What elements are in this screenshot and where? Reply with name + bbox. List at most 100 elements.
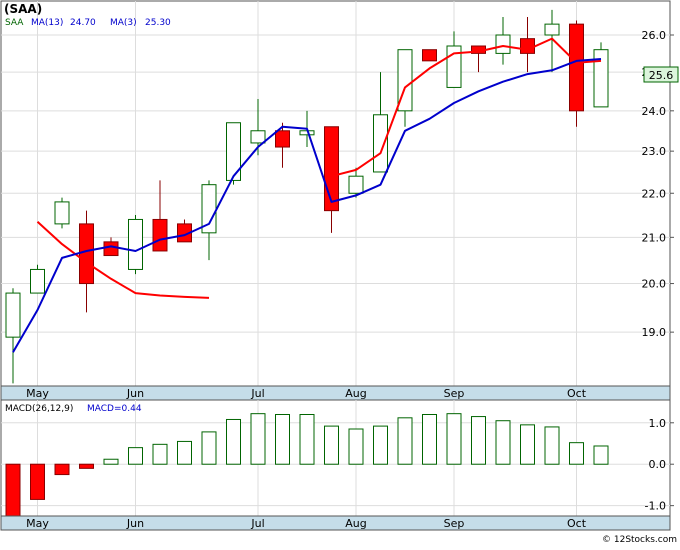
macd-y-tick-label: -1.0 <box>645 500 666 513</box>
up-candle <box>226 122 241 185</box>
candle-body <box>373 114 388 173</box>
candle-body <box>5 292 21 338</box>
up-candle <box>5 288 21 384</box>
macd-x-axis-band <box>0 515 671 531</box>
macd-bar-positive <box>128 447 143 465</box>
macd-bar-positive <box>397 417 413 465</box>
month-label: May <box>26 517 49 530</box>
last-price-badge-box <box>643 66 679 83</box>
macd-bar-positive <box>201 431 217 465</box>
price-x-axis: May Jun Jul Aug Sep Oct <box>0 385 671 401</box>
month-label: Sep <box>444 387 465 400</box>
month-label: Oct <box>567 387 587 400</box>
down-candle <box>569 20 584 127</box>
macd-bar-negative <box>5 463 21 517</box>
last-price-badge-text: 25.6 <box>649 69 674 82</box>
macd-bar-positive <box>275 414 290 465</box>
candle-body <box>520 38 535 54</box>
candle-body <box>79 223 94 285</box>
ma3-line <box>36 37 602 299</box>
candle-body <box>30 268 45 294</box>
candle-body <box>544 23 560 36</box>
price-grid <box>1 1 670 386</box>
candle-body <box>250 130 266 144</box>
candle-body <box>152 218 168 252</box>
candle-body <box>495 34 511 54</box>
macd-bar-positive <box>471 416 486 465</box>
price-legend: SAA MA(13) 24.70 MA(3) 25.30 <box>5 18 171 28</box>
price-y-tick-label: 22.0 <box>642 187 667 200</box>
candle-body <box>103 241 119 257</box>
month-label: Aug <box>345 387 366 400</box>
up-candle <box>54 197 70 229</box>
candle-body <box>275 130 290 148</box>
candle-body <box>593 49 609 108</box>
legend-ma3-value: 25.30 <box>145 18 171 28</box>
price-x-labels: May Jun Jul Aug Sep Oct <box>26 387 587 400</box>
macd-params-label: MACD(26,12,9) <box>5 404 73 414</box>
macd-y-tick-label: 0.0 <box>649 458 667 471</box>
macd-bar-positive <box>495 420 511 465</box>
macd-bar-positive <box>226 418 241 465</box>
macd-bar-negative <box>54 463 70 476</box>
month-label: Jun <box>126 387 144 400</box>
candle-body <box>128 218 143 270</box>
moving-average-lines <box>12 37 602 353</box>
legend-ma3-label: MA(3) <box>110 18 137 28</box>
macd-bar-positive <box>593 445 609 465</box>
candle-body <box>54 201 70 225</box>
ma13-line <box>12 58 602 353</box>
macd-bar-positive <box>348 428 364 465</box>
macd-bar-positive <box>177 440 192 465</box>
up-candle <box>348 167 364 198</box>
macd-x-labels: May Jun Jul Aug Sep Oct <box>26 517 587 530</box>
price-y-tick-label: 20.0 <box>642 278 667 291</box>
month-label: Jul <box>250 517 264 530</box>
macd-y-tick-label: 1.0 <box>649 417 667 430</box>
macd-y-axis: -1.0 0.0 1.0 <box>645 417 674 513</box>
macd-bar-positive <box>544 426 560 465</box>
down-candle <box>275 122 290 168</box>
up-candle <box>30 264 45 294</box>
legend-ma13-value: 24.70 <box>70 18 96 28</box>
up-candle <box>544 9 560 73</box>
month-label: Aug <box>345 517 366 530</box>
month-label: Oct <box>567 517 587 530</box>
price-y-tick-label: 24.0 <box>642 105 667 118</box>
month-label: Jun <box>126 517 144 530</box>
macd-bar-positive <box>422 414 437 465</box>
macd-bar-positive <box>324 425 339 465</box>
candle-body <box>348 175 364 194</box>
candles <box>5 9 609 384</box>
price-y-tick-label: 21.0 <box>642 231 667 244</box>
macd-bar-positive <box>373 425 388 465</box>
price-y-tick-label: 23.0 <box>642 145 667 158</box>
last-price-badge: 25.6 <box>643 66 679 83</box>
macd-bar-positive <box>569 442 584 465</box>
month-label: Jul <box>250 387 264 400</box>
macd-bar-positive <box>250 413 266 465</box>
macd-bar-positive <box>103 458 119 465</box>
macd-bar-positive <box>446 413 462 465</box>
legend-ma13-label: MA(13) <box>31 18 63 28</box>
up-candle <box>128 215 143 275</box>
price-panel: 19.020.021.022.023.024.025.026.0 (SAA) S… <box>0 0 679 387</box>
macd-bar-negative <box>79 463 94 469</box>
legend-symbol: SAA <box>5 18 24 28</box>
macd-bar-positive <box>520 424 535 465</box>
macd-bars <box>5 413 609 517</box>
price-y-tick-label: 19.0 <box>642 326 667 339</box>
month-label: May <box>26 387 49 400</box>
macd-panel: -1.0 0.0 1.0 MACD(26,12,9) MACD=0.44 <box>0 399 674 517</box>
price-y-tick-label: 26.0 <box>642 29 667 42</box>
candle-body <box>422 49 437 62</box>
watermark: © 12Stocks.com <box>602 535 677 545</box>
candle-body <box>324 126 339 212</box>
macd-value-label: MACD=0.44 <box>87 404 142 414</box>
macd-bar-positive <box>299 414 315 465</box>
up-candle <box>593 42 609 108</box>
down-candle <box>152 180 168 252</box>
down-candle <box>422 49 437 62</box>
